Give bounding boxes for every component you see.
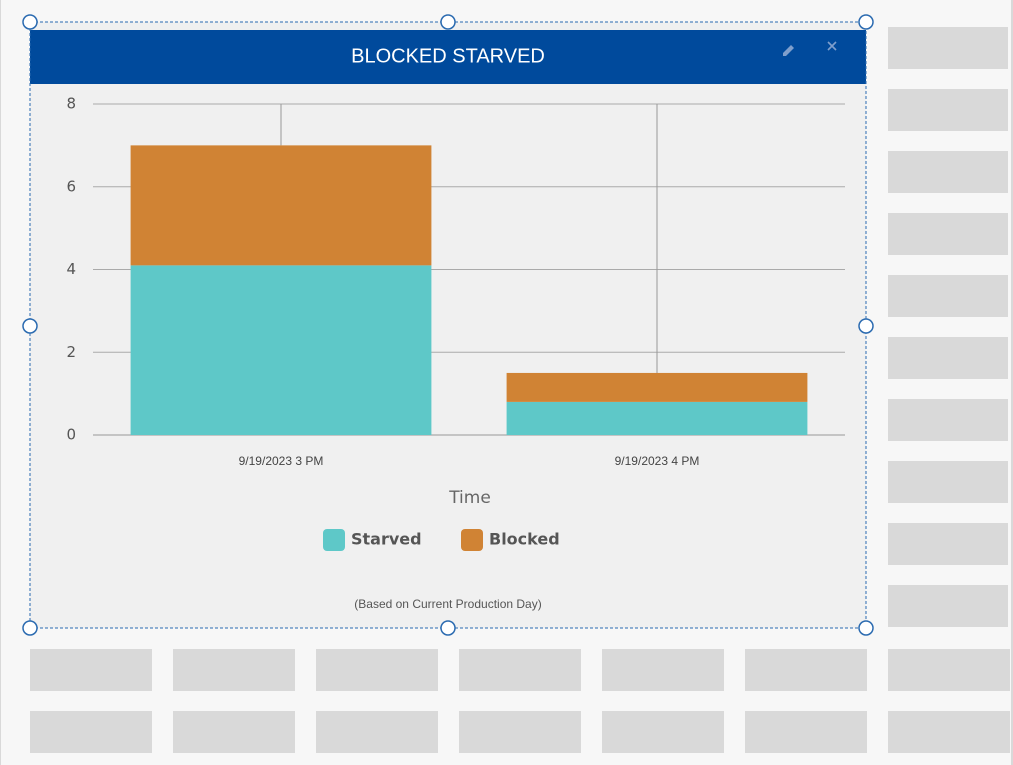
placeholder (173, 649, 295, 691)
placeholder (888, 523, 1008, 565)
y-tick-label: 0 (66, 426, 76, 444)
placeholder (888, 461, 1008, 503)
resize-handle[interactable] (22, 318, 38, 334)
bar-segment (130, 265, 432, 435)
placeholder (602, 649, 724, 691)
legend-swatch (323, 529, 345, 551)
placeholder (30, 649, 152, 691)
placeholder (745, 711, 867, 753)
placeholder (459, 649, 581, 691)
legend-label: Blocked (489, 530, 560, 549)
y-tick-label: 2 (66, 343, 76, 361)
placeholder (888, 151, 1008, 193)
bar-segment (130, 145, 432, 266)
bar-segment (506, 401, 808, 435)
handles (22, 14, 874, 636)
resize-handle[interactable] (858, 14, 874, 30)
placeholders (30, 27, 1010, 753)
resize-handle[interactable] (858, 318, 874, 334)
placeholder (888, 275, 1008, 317)
legend-swatch (461, 529, 483, 551)
resize-handle[interactable] (858, 620, 874, 636)
resize-handle[interactable] (440, 14, 456, 30)
resize-handle[interactable] (22, 620, 38, 636)
placeholder (459, 711, 581, 753)
placeholder (888, 89, 1008, 131)
x-tick-label: 9/19/2023 3 PM (239, 454, 324, 468)
placeholder (602, 711, 724, 753)
y-tick-label: 6 (66, 177, 76, 195)
placeholder (888, 213, 1008, 255)
placeholder (888, 27, 1008, 69)
widget-header (30, 30, 866, 84)
placeholder (316, 711, 438, 753)
placeholder (173, 711, 295, 753)
chart-title: BLOCKED STARVED (351, 45, 545, 67)
placeholder (316, 649, 438, 691)
placeholder (888, 337, 1008, 379)
placeholder (888, 585, 1008, 627)
placeholder (745, 649, 867, 691)
plot: 0 2 4 6 8 9/19/2023 3 PM 9/19/2023 4 PM Starved… (66, 95, 845, 551)
close-icon[interactable] (827, 41, 837, 51)
resize-handle[interactable] (440, 620, 456, 636)
y-tick-label: 4 (66, 260, 76, 278)
legend-label: Starved (351, 530, 422, 549)
placeholder (888, 649, 1010, 691)
note: (Based on Current Production Day) (354, 597, 541, 611)
placeholder (888, 399, 1008, 441)
placeholder (30, 711, 152, 753)
x-tick-label: 9/19/2023 4 PM (615, 454, 700, 468)
x-axis-label: Time (448, 488, 491, 508)
edit-icon[interactable] (783, 45, 794, 56)
placeholder (888, 711, 1010, 753)
y-tick-label: 8 (66, 95, 76, 113)
resize-handle[interactable] (22, 14, 38, 30)
bar-segment (506, 372, 808, 402)
